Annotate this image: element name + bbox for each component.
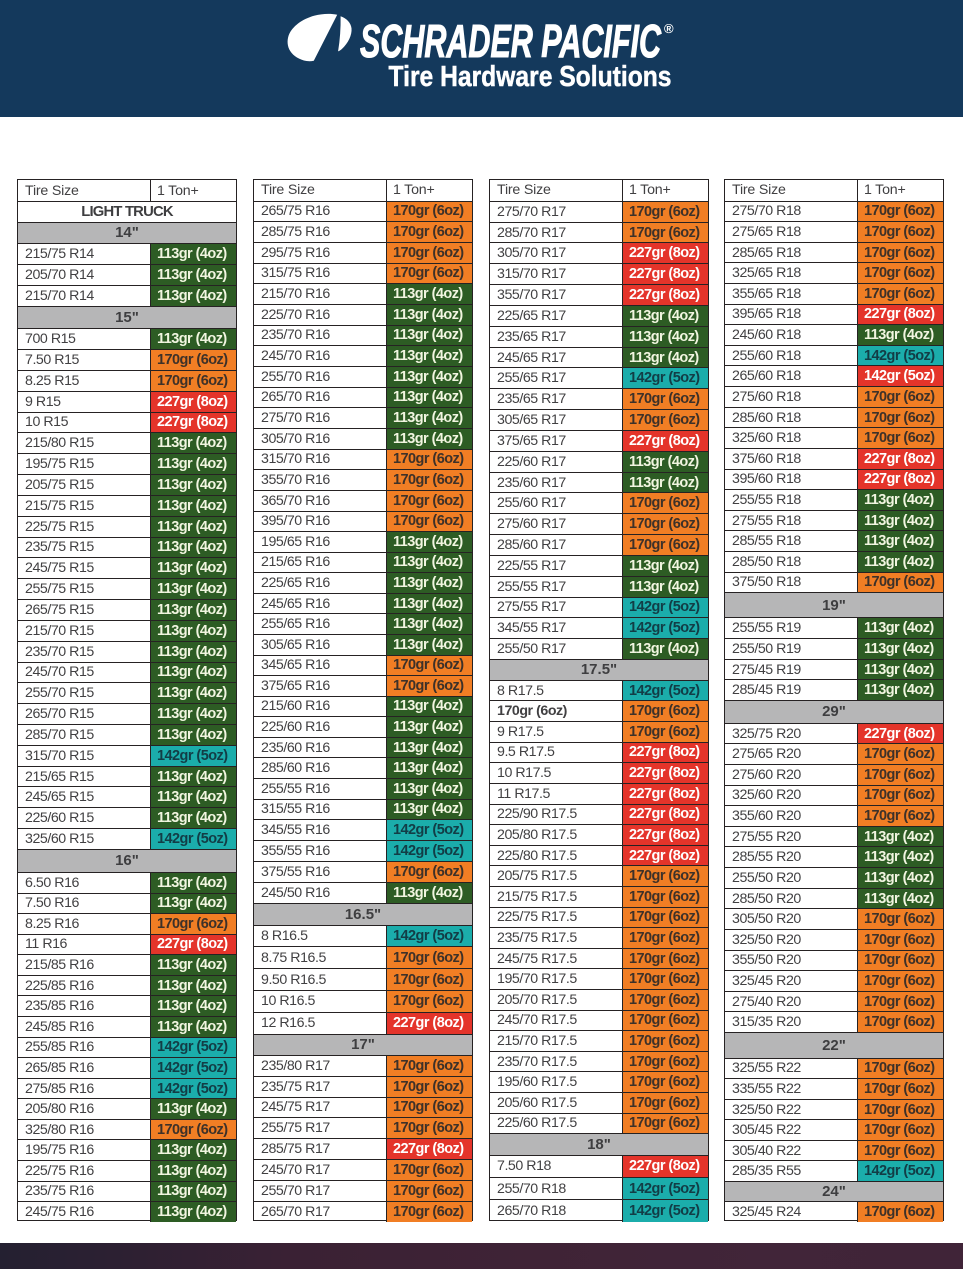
svg-text:®: ®	[664, 21, 674, 36]
svg-text:SCHRADER PACIFIC: SCHRADER PACIFIC	[360, 15, 662, 67]
svg-text:Tire Hardware Solutions: Tire Hardware Solutions	[389, 61, 672, 93]
